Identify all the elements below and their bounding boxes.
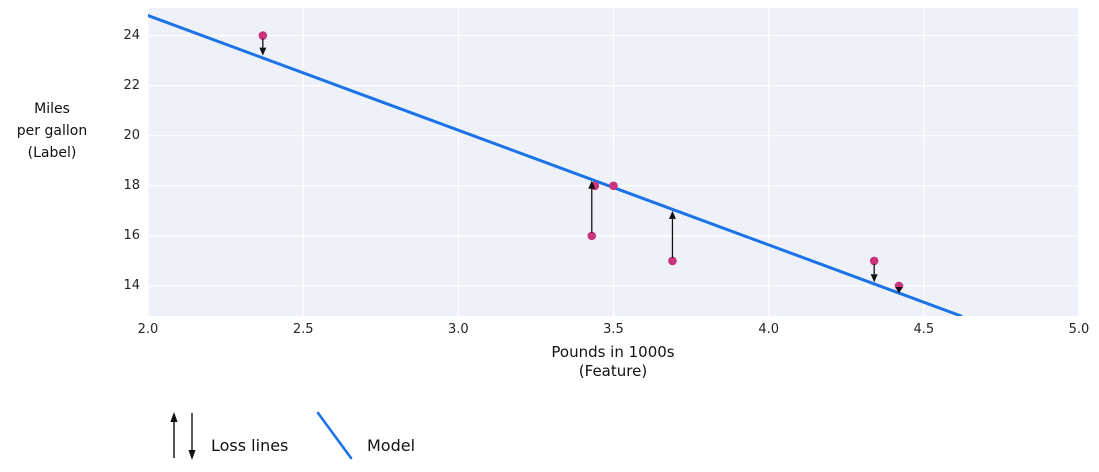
x-tick-label: 3.5 — [603, 322, 624, 337]
x-axis-label: Pounds in 1000s (Feature) — [463, 343, 763, 381]
data-point — [869, 256, 879, 266]
loss-lines-legend-icon — [170, 412, 196, 460]
x-tick-label: 4.0 — [758, 322, 779, 337]
model-line-icon — [316, 411, 353, 460]
y-tick-label: 14 — [123, 277, 140, 293]
y-tick-label: 16 — [123, 227, 140, 243]
x-tick-label: 2.5 — [292, 322, 314, 337]
loss-line-arrowhead — [588, 180, 596, 189]
x-tick-label: 2.0 — [137, 322, 159, 337]
legend-label-loss-lines: Loss lines — [211, 436, 289, 455]
data-point — [609, 181, 618, 191]
data-point — [258, 31, 268, 40]
y-axis-label-line2: per gallon — [16, 123, 88, 139]
plot-area — [148, 8, 1079, 316]
scatter-plot — [148, 8, 1079, 316]
y-axis-label-line1: Miles — [34, 101, 70, 117]
loss-line-arrowhead — [870, 274, 878, 283]
legend: Loss lines Model — [165, 408, 585, 468]
y-tick-label: 18 — [123, 177, 140, 193]
data-point — [587, 231, 597, 241]
y-axis-label: Miles per gallon (Label) — [0, 98, 104, 164]
loss-line-arrowhead — [895, 286, 903, 294]
x-tick-label: 4.5 — [913, 322, 935, 337]
x-axis-label-line2: (Feature) — [578, 362, 648, 380]
x-axis-label-line1: Pounds in 1000s — [551, 343, 675, 361]
y-tick-label: 24 — [123, 27, 140, 43]
model-legend-icon — [316, 411, 353, 460]
x-tick-label: 3.0 — [447, 322, 469, 337]
model-line — [148, 14, 963, 316]
y-tick-label: 20 — [123, 127, 140, 143]
down-arrowhead-icon — [188, 450, 196, 460]
loss-line-arrowhead — [668, 210, 676, 219]
up-arrowhead-icon — [170, 412, 178, 422]
y-tick-label: 22 — [123, 77, 140, 93]
y-axis-label-line3: (Label) — [27, 145, 77, 161]
loss-line-arrowhead — [259, 47, 267, 56]
data-point — [668, 256, 677, 266]
legend-label-model: Model — [367, 436, 416, 455]
x-tick-label: 5.0 — [1068, 322, 1090, 337]
